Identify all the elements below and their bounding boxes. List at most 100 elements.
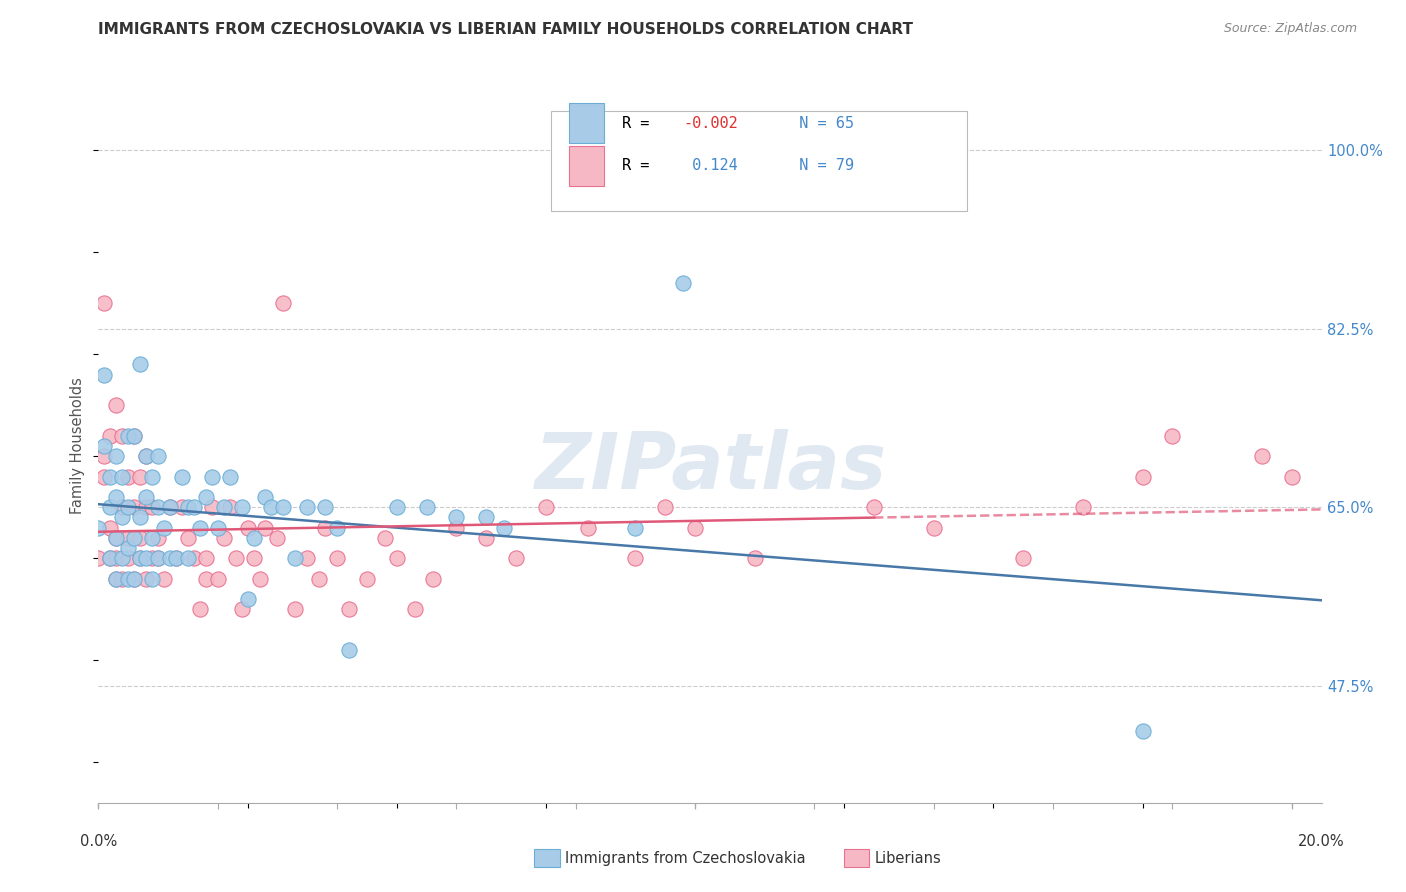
Point [165,551,187,566]
Point [188,520,211,534]
Point [297,551,319,566]
Point [446,510,468,524]
Point [624,551,647,566]
Text: N = 65: N = 65 [780,116,853,130]
Point [111,500,134,515]
Point [93,439,115,453]
Point [356,572,378,586]
Point [188,602,211,616]
Point [475,531,498,545]
Point [129,531,152,545]
Point [207,520,229,534]
Point [337,602,360,616]
Point [135,500,157,515]
Text: -0.002: -0.002 [683,116,738,130]
Text: 0.0%: 0.0% [80,834,117,849]
Text: 20.0%: 20.0% [1298,834,1346,849]
Point [1161,429,1184,443]
Point [242,551,264,566]
Point [146,551,169,566]
Point [117,572,139,586]
Point [105,531,128,545]
Point [236,520,259,534]
Point [117,531,139,545]
Point [135,449,157,463]
Point [1281,469,1303,483]
Point [105,490,128,504]
Bar [569,146,603,186]
Point [98,500,121,515]
Point [374,531,396,545]
Point [129,358,152,372]
Point [105,572,128,586]
Point [201,500,224,515]
Point [273,500,295,515]
Point [93,368,115,382]
Point [153,520,176,534]
Point [177,500,200,515]
Text: IMMIGRANTS FROM CZECHOSLOVAKIA VS LIBERIAN FAMILY HOUSEHOLDS CORRELATION CHART: IMMIGRANTS FROM CZECHOSLOVAKIA VS LIBERI… [98,22,914,37]
Point [576,520,599,534]
Point [337,643,360,657]
Point [1071,500,1094,515]
Point [146,449,169,463]
Point [534,500,557,515]
Point [218,469,240,483]
Point [326,551,349,566]
Point [242,531,264,545]
Text: Source: ZipAtlas.com: Source: ZipAtlas.com [1223,22,1357,36]
Point [415,500,437,515]
Point [446,520,468,534]
Point [254,520,277,534]
Point [93,469,115,483]
Point [122,572,145,586]
Point [863,500,886,515]
Point [297,500,319,515]
Point [111,429,134,443]
Point [505,551,527,566]
Point [260,500,283,515]
Point [117,551,139,566]
Point [146,551,169,566]
Point [183,500,205,515]
Point [98,429,121,443]
Point [284,602,307,616]
Point [177,531,200,545]
Point [218,500,240,515]
Point [129,551,152,566]
Point [98,551,121,566]
Point [105,572,128,586]
Point [744,551,766,566]
Point [249,572,271,586]
Point [236,591,259,606]
Text: R =: R = [621,159,658,173]
Text: 0.124: 0.124 [683,159,738,173]
Point [105,551,128,566]
Point [111,551,134,566]
Point [111,469,134,483]
Point [385,500,408,515]
Point [129,469,152,483]
Point [194,490,217,504]
Point [98,520,121,534]
Point [141,531,163,545]
Point [1012,551,1035,566]
Point [308,572,330,586]
Point [683,520,706,534]
Point [117,500,139,515]
Text: R =: R = [621,116,658,130]
Point [159,500,181,515]
Point [122,531,145,545]
Text: Immigrants from Czechoslovakia: Immigrants from Czechoslovakia [565,851,806,865]
Point [117,541,139,555]
Point [135,449,157,463]
Point [314,500,336,515]
Point [105,531,128,545]
Point [135,551,157,566]
Point [122,429,145,443]
Point [117,469,139,483]
Point [87,520,110,534]
Point [159,551,181,566]
Point [654,500,676,515]
Point [117,429,139,443]
